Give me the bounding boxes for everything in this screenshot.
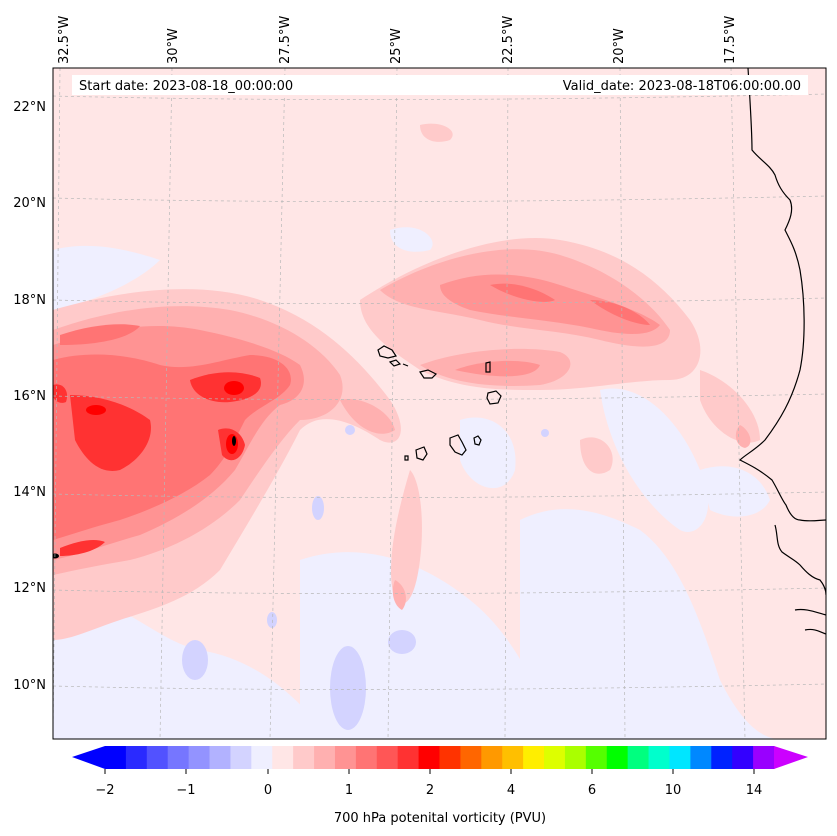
colorbar-cell	[376, 746, 399, 769]
lon-label-27-5w: 27.5°W	[278, 16, 293, 64]
colorbar-cell	[209, 746, 232, 769]
colorbar-cell	[439, 746, 462, 769]
colorbar-cell	[690, 746, 712, 769]
graticule	[53, 68, 826, 739]
colorbar-cell	[606, 746, 629, 769]
cb-tick-label: 10	[665, 783, 682, 798]
lat-label-14n: 14°N	[13, 485, 46, 500]
coastlines	[377, 68, 826, 635]
colorbar-cells	[105, 746, 775, 769]
map-panel: Start date: 2023-08-18_00:00:00 Valid_da…	[53, 68, 826, 739]
cb-tick-label: 14	[746, 783, 763, 798]
colorbar-cell	[125, 746, 148, 769]
lon-label-17-5w: 17.5°W	[723, 16, 738, 64]
colorbar-cell	[418, 746, 441, 769]
colorbar-cell	[460, 746, 482, 769]
colorbar-cell	[585, 746, 608, 769]
colorbar-cell	[314, 746, 336, 769]
colorbar: −2 −1 0 1 2 4 6 10 14 700 hPa potenital …	[72, 746, 808, 826]
colorbar-cell	[502, 746, 524, 769]
colorbar-cell	[732, 746, 754, 769]
colorbar-cell	[753, 746, 775, 769]
longitude-labels: 32.5°W 30°W 27.5°W 25°W 22.5°W 20°W 17.5…	[57, 16, 738, 64]
colorbar-cell	[188, 746, 211, 769]
colorbar-cell	[251, 746, 273, 769]
colorbar-cell	[105, 746, 127, 769]
header-box	[72, 75, 808, 95]
lat-label-16n: 16°N	[13, 389, 46, 404]
colorbar-cell	[397, 746, 420, 769]
lon-label-20w: 20°W	[612, 28, 627, 64]
colorbar-cell	[481, 746, 503, 769]
lat-label-10n: 10°N	[13, 678, 46, 693]
colorbar-cell	[272, 746, 294, 769]
colorbar-cell	[648, 746, 671, 769]
colorbar-cell	[523, 746, 545, 769]
lon-label-30w: 30°W	[166, 28, 181, 64]
colorbar-cell	[146, 746, 169, 769]
cb-tick-label: 6	[588, 783, 596, 798]
cb-tick-label: −2	[95, 783, 114, 798]
colorbar-cell	[167, 746, 190, 769]
colorbar-cell	[544, 746, 566, 769]
colorbar-cell	[669, 746, 691, 769]
cb-tick-label: 1	[345, 783, 353, 798]
colorbar-cell	[355, 746, 378, 769]
valid-date-label: Valid_date: 2023-08-18T06:00:00.00	[563, 79, 801, 94]
cb-tick-label: 2	[426, 783, 434, 798]
lon-label-25w: 25°W	[389, 28, 404, 64]
colorbar-cell	[627, 746, 650, 769]
colorbar-cell	[293, 746, 315, 769]
colorbar-ticks: −2 −1 0 1 2 4 6 10 14	[95, 769, 762, 798]
lat-label-20n: 20°N	[13, 196, 46, 211]
cb-tick-label: −1	[176, 783, 195, 798]
cb-tick-label: 4	[507, 783, 515, 798]
colorbar-title: 700 hPa potenital vorticity (PVU)	[334, 811, 546, 826]
colorbar-cell	[334, 746, 357, 769]
start-date-label: Start date: 2023-08-18_00:00:00	[79, 79, 293, 94]
colorbar-over-arrow	[774, 746, 808, 769]
latitude-labels: 22°N 20°N 18°N 16°N 14°N 12°N 10°N	[13, 100, 46, 693]
lat-label-12n: 12°N	[13, 581, 46, 596]
lon-label-32-5w: 32.5°W	[57, 16, 72, 64]
colorbar-cell	[230, 746, 252, 769]
lat-label-18n: 18°N	[13, 293, 46, 308]
cb-tick-label: 0	[264, 783, 272, 798]
colorbar-cell	[564, 746, 587, 769]
map-frame	[52, 67, 827, 740]
pv-maxima	[53, 436, 236, 559]
colorbar-under-arrow	[72, 746, 105, 769]
lat-label-22n: 22°N	[13, 100, 46, 115]
colorbar-cell	[711, 746, 733, 769]
lon-label-22-5w: 22.5°W	[501, 16, 516, 64]
